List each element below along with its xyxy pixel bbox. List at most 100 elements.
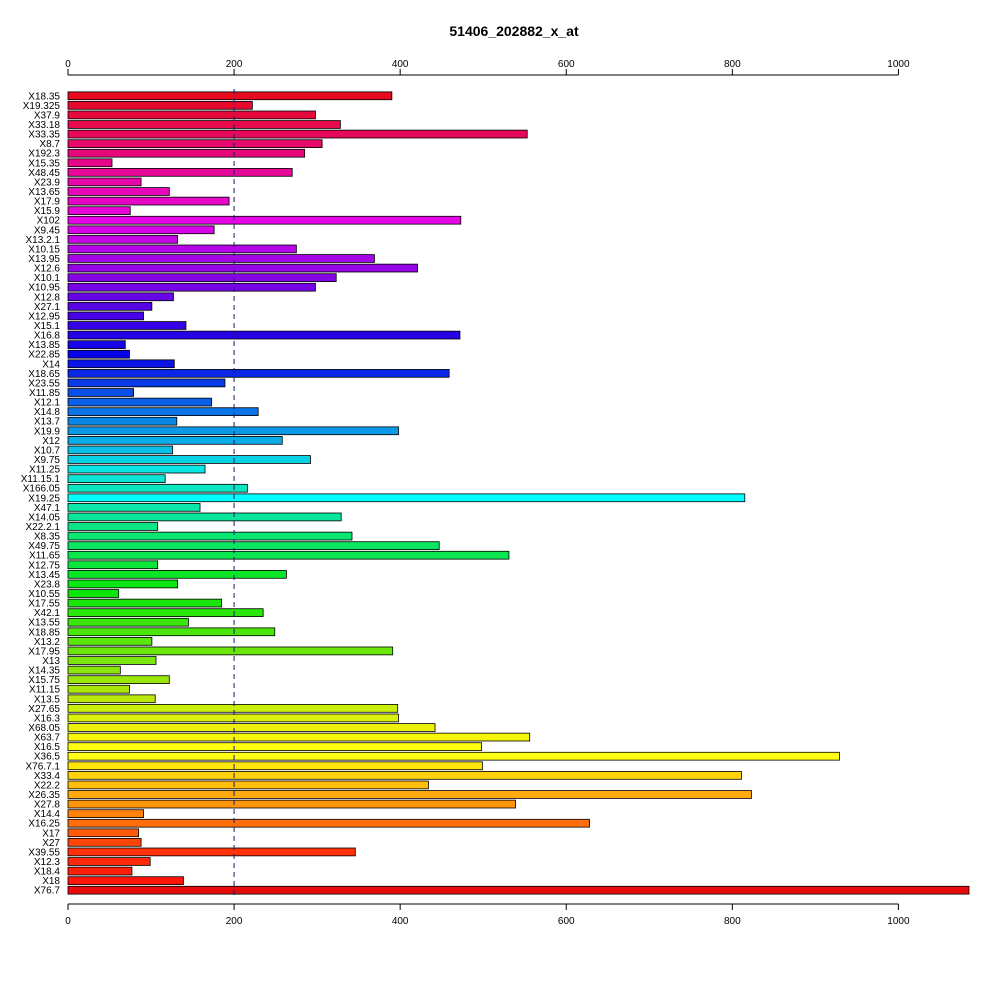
category-label: X12.75 xyxy=(28,560,60,571)
category-label: X16.25 xyxy=(28,819,60,830)
bar xyxy=(67,378,226,388)
category-label: X9.45 xyxy=(34,225,61,236)
category-label: X10.95 xyxy=(28,283,60,294)
bar xyxy=(67,713,399,723)
category-label: X23.55 xyxy=(28,378,60,389)
x-tick-label: 400 xyxy=(392,916,409,927)
category-label: X19.325 xyxy=(23,101,61,112)
x-tick-label: 600 xyxy=(558,916,575,927)
bar xyxy=(67,91,393,101)
bar xyxy=(67,493,746,503)
category-label: X37.9 xyxy=(34,110,61,121)
category-label: X12.6 xyxy=(34,264,61,275)
bar xyxy=(67,847,356,857)
x-tick-label: 1000 xyxy=(887,916,910,927)
bar xyxy=(67,397,213,407)
category-label: X11.85 xyxy=(29,388,60,399)
bar xyxy=(67,780,429,790)
bar xyxy=(67,464,206,474)
category-label: X12.3 xyxy=(34,857,61,868)
category-label: X33.4 xyxy=(34,771,61,782)
category-label: X11.15.1 xyxy=(21,474,61,485)
bar xyxy=(67,570,287,579)
x-tick-label: 0 xyxy=(65,916,71,927)
bar xyxy=(67,445,174,455)
bar xyxy=(67,541,440,550)
bar xyxy=(67,369,450,378)
bar xyxy=(67,101,253,110)
chart-title: 51406_202882_x_at xyxy=(449,23,579,39)
bar xyxy=(67,637,153,646)
category-label: X27.65 xyxy=(28,704,60,715)
bar xyxy=(67,665,121,675)
category-label: X14 xyxy=(42,359,60,370)
category-label: X19.25 xyxy=(28,493,60,504)
category-label: X22.85 xyxy=(28,350,60,361)
category-label: X13.55 xyxy=(28,618,60,629)
category-label: X13.95 xyxy=(28,254,60,265)
category-label: X11.25 xyxy=(29,465,60,476)
bar xyxy=(67,388,135,397)
bar xyxy=(67,675,170,684)
bar xyxy=(67,512,342,522)
bar xyxy=(67,349,130,359)
bar xyxy=(67,828,139,838)
bar xyxy=(67,254,375,263)
bar xyxy=(67,589,120,598)
category-label: X12.1 xyxy=(34,398,61,409)
category-label: X17.55 xyxy=(28,599,60,610)
bar xyxy=(67,809,144,818)
category-label: X10.7 xyxy=(34,445,61,456)
bar xyxy=(67,550,510,560)
category-label: X68.05 xyxy=(28,723,60,734)
category-label: X18.35 xyxy=(28,91,60,102)
category-label: X16.3 xyxy=(34,713,61,724)
bar xyxy=(67,215,462,225)
bar xyxy=(67,838,142,847)
category-label: X12 xyxy=(42,436,60,447)
bar xyxy=(67,646,394,656)
x-tick-label: 1000 xyxy=(887,59,910,70)
bar xyxy=(67,876,184,885)
category-label: X18 xyxy=(42,876,60,887)
category-label: X17.95 xyxy=(28,646,60,657)
category-label: X15.35 xyxy=(28,158,60,169)
bar xyxy=(67,751,840,761)
bar xyxy=(67,244,297,254)
category-label: X13.5 xyxy=(34,694,61,705)
bar xyxy=(67,742,482,751)
category-label: X16.5 xyxy=(34,742,61,753)
category-label: X13.45 xyxy=(28,570,60,581)
category-labels: X18.35X19.325X37.9X33.18X33.35X8.7X192.3… xyxy=(21,91,61,896)
bar xyxy=(67,292,174,302)
bar xyxy=(67,206,131,215)
bar xyxy=(67,818,590,828)
bar xyxy=(67,885,970,895)
category-label: X10.15 xyxy=(28,244,60,255)
category-label: X76.7 xyxy=(34,886,61,897)
bar xyxy=(67,704,399,713)
category-label: X14.4 xyxy=(34,809,61,820)
category-label: X8.7 xyxy=(39,139,60,150)
bar xyxy=(67,273,337,282)
category-label: X47.1 xyxy=(34,503,61,514)
category-label: X18.85 xyxy=(28,627,60,638)
bar xyxy=(67,158,113,168)
bar xyxy=(67,416,178,426)
bar xyxy=(67,311,144,321)
bar xyxy=(67,407,259,416)
category-label: X15.1 xyxy=(34,321,61,332)
category-label: X13.85 xyxy=(28,340,60,351)
bar xyxy=(67,129,528,139)
bar xyxy=(67,579,179,589)
bar xyxy=(67,359,175,369)
category-label: X27.8 xyxy=(34,800,61,811)
category-label: X18.65 xyxy=(28,369,60,380)
bar xyxy=(67,177,142,187)
x-tick-label: 400 xyxy=(392,59,409,70)
category-label: X11.15 xyxy=(29,685,60,696)
bar xyxy=(67,196,230,206)
bar xyxy=(67,225,215,235)
bar xyxy=(67,235,179,244)
